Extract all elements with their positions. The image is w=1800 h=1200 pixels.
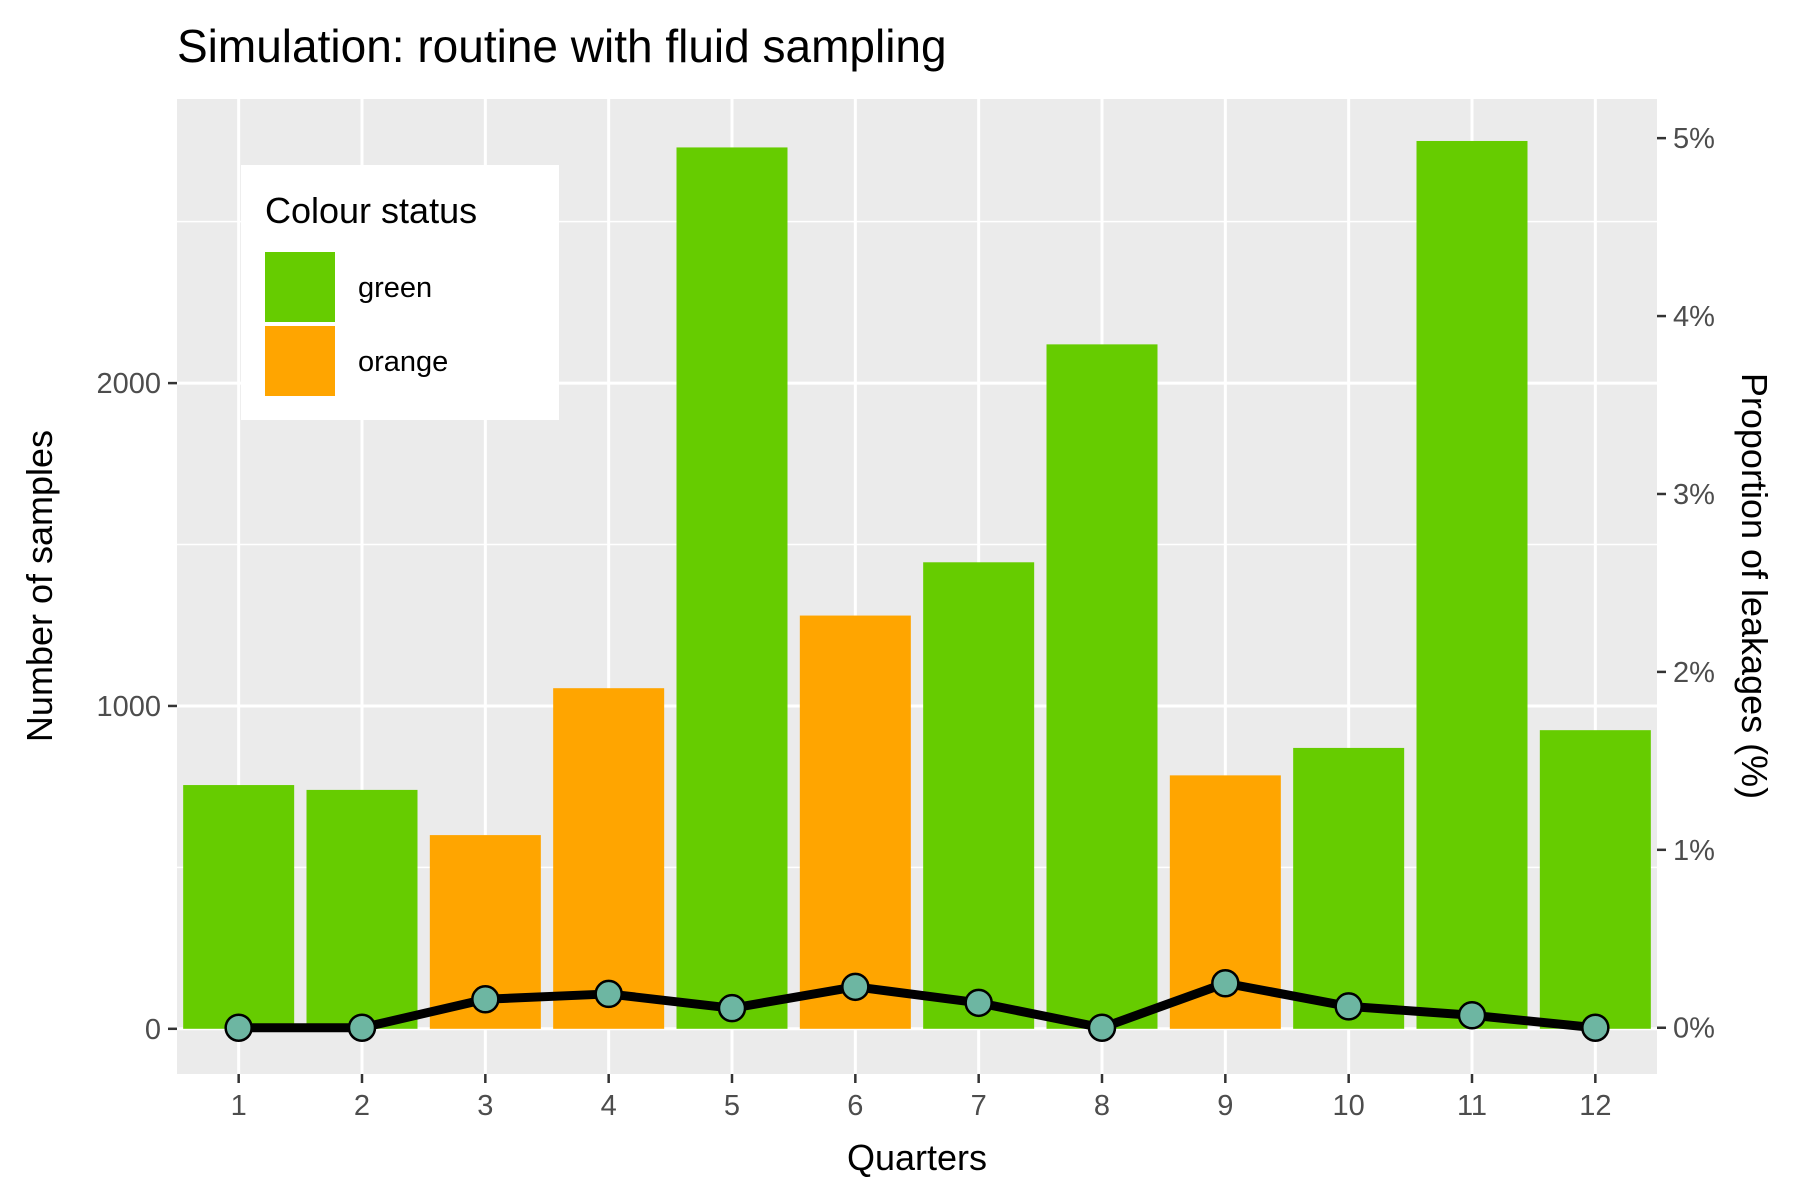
x-axis-title: Quarters	[847, 1137, 987, 1178]
leakage-point-4	[594, 979, 623, 1009]
y-tick-label: 2000	[96, 368, 161, 400]
legend-label-green: green	[358, 272, 432, 304]
legend-key-green	[265, 252, 335, 322]
x-tick-label: 10	[1333, 1090, 1365, 1122]
bar-quarter-6	[799, 615, 911, 1029]
bar-quarter-11	[1416, 140, 1528, 1029]
y2-tick-label: 5%	[1673, 123, 1715, 155]
bar-quarter-4	[553, 688, 665, 1029]
bar-quarter-5	[676, 147, 788, 1029]
x-tick-label: 4	[601, 1090, 617, 1122]
leakage-point-3	[471, 985, 500, 1014]
x-tick-label: 2	[354, 1090, 370, 1122]
leakage-point-5	[717, 993, 747, 1023]
x-tick-label: 6	[847, 1090, 863, 1122]
y-tick-label: 1000	[96, 691, 161, 723]
leakage-point-8	[1087, 1013, 1117, 1042]
leakage-line-layer	[224, 969, 1610, 1042]
y-axis-title: Number of samples	[19, 430, 60, 742]
bar-quarter-8	[1046, 344, 1158, 1029]
y2-tick-label: 0%	[1673, 1013, 1715, 1045]
x-tick-label: 11	[1457, 1090, 1487, 1122]
leakage-point-11	[1457, 1001, 1487, 1030]
y2-tick-label: 4%	[1673, 301, 1715, 333]
y-tick-label: 0	[145, 1014, 161, 1046]
y2-tick-label: 1%	[1673, 835, 1715, 867]
bar-quarter-7	[923, 562, 1035, 1029]
leakage-point-10	[1334, 992, 1363, 1021]
leakage-line	[238, 978, 1596, 1033]
x-tick-label: 12	[1579, 1090, 1611, 1122]
bar-quarter-2	[306, 789, 418, 1029]
legend-label-orange: orange	[358, 346, 448, 378]
leakage-point-7	[964, 988, 993, 1018]
x-tick-label: 3	[477, 1090, 493, 1122]
x-tick-label: 7	[971, 1090, 987, 1122]
legend: Colour status green orange	[241, 165, 559, 420]
x-tick-label: 1	[231, 1090, 247, 1122]
y2-tick-label: 3%	[1673, 479, 1715, 511]
bar-quarter-1	[183, 785, 295, 1029]
bar-quarter-12	[1539, 730, 1651, 1029]
leakage-point-1	[224, 1013, 253, 1042]
legend-title: Colour status	[265, 190, 477, 231]
leakage-point-12	[1581, 1013, 1610, 1042]
y2-tick-label: 2%	[1673, 657, 1715, 689]
y2-axis-title: Proportion of leakages (%)	[1734, 373, 1775, 799]
legend-key-orange	[265, 326, 335, 396]
x-tick-label: 8	[1094, 1090, 1110, 1122]
leakage-point-9	[1211, 969, 1240, 998]
leakage-point-6	[841, 972, 870, 1002]
x-tick-label: 5	[724, 1090, 740, 1122]
bar-quarter-10	[1293, 747, 1405, 1029]
leakage-point-2	[347, 1013, 377, 1042]
chart-title: Simulation: routine with fluid sampling	[177, 20, 947, 72]
x-tick-label: 9	[1217, 1090, 1233, 1122]
